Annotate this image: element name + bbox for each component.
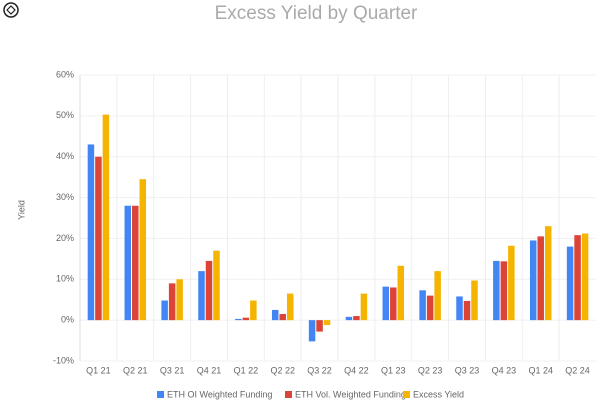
x-tick-label: Q4 22 bbox=[344, 365, 369, 375]
x-tick-label: Q1 23 bbox=[381, 365, 406, 375]
y-tick-label: 10% bbox=[56, 274, 74, 284]
bar bbox=[161, 300, 168, 321]
y-tick-label: 60% bbox=[56, 69, 74, 79]
bar bbox=[139, 179, 147, 321]
bar bbox=[250, 300, 257, 321]
bar bbox=[397, 265, 405, 321]
bar bbox=[390, 287, 397, 321]
bar bbox=[271, 309, 279, 321]
y-tick-label: 0% bbox=[61, 315, 74, 325]
bar bbox=[213, 250, 220, 321]
bar bbox=[382, 286, 390, 321]
bar bbox=[353, 316, 360, 321]
bar bbox=[102, 114, 110, 321]
x-tick-label: Q1 24 bbox=[528, 365, 553, 375]
bar bbox=[471, 280, 478, 321]
x-tick-label: Q4 21 bbox=[197, 365, 222, 375]
bar bbox=[566, 246, 574, 321]
bar bbox=[323, 320, 331, 326]
legend-swatch bbox=[157, 391, 164, 398]
bar bbox=[574, 235, 581, 321]
x-tick-label: Q2 23 bbox=[418, 365, 443, 375]
x-tick-label: Q4 23 bbox=[492, 365, 517, 375]
bar bbox=[308, 320, 316, 342]
bar bbox=[242, 317, 250, 321]
bar bbox=[87, 144, 95, 321]
x-tick-label: Q3 21 bbox=[160, 365, 185, 375]
bar bbox=[426, 295, 434, 321]
x-tick-label: Q1 22 bbox=[234, 365, 259, 375]
bar bbox=[345, 316, 353, 321]
bar bbox=[316, 320, 323, 332]
legend-swatch bbox=[403, 391, 410, 398]
bar bbox=[419, 290, 426, 321]
bar bbox=[279, 314, 286, 321]
bar bbox=[235, 318, 242, 321]
legend-label: ETH Vol. Weighted Funding bbox=[295, 389, 406, 399]
y-tick-label: 40% bbox=[56, 151, 74, 161]
bar bbox=[537, 236, 544, 321]
x-tick-label: Q2 21 bbox=[123, 365, 148, 375]
y-tick-label: 50% bbox=[56, 110, 74, 120]
bar bbox=[463, 300, 471, 321]
chart-title: Excess Yield by Quarter bbox=[215, 3, 418, 24]
x-tick-label: Q2 22 bbox=[270, 365, 295, 375]
bar bbox=[286, 293, 294, 321]
bar bbox=[456, 296, 463, 321]
bar bbox=[132, 205, 139, 321]
bar bbox=[95, 156, 102, 321]
bar bbox=[360, 293, 368, 321]
bar bbox=[529, 240, 537, 321]
y-tick-label: 30% bbox=[56, 192, 74, 202]
legend-label: ETH OI Weighted Funding bbox=[167, 389, 272, 399]
x-tick-label: Q1 21 bbox=[86, 365, 111, 375]
x-tick-label: Q2 24 bbox=[565, 365, 590, 375]
legend-swatch bbox=[285, 391, 292, 398]
bar bbox=[124, 205, 132, 321]
bar bbox=[508, 245, 515, 321]
bar bbox=[493, 260, 500, 321]
x-tick-label: Q3 23 bbox=[455, 365, 480, 375]
bar bbox=[168, 283, 176, 321]
top-icon[interactable] bbox=[3, 2, 19, 18]
y-axis-label: Yield bbox=[16, 200, 26, 220]
bar bbox=[176, 279, 183, 321]
bar bbox=[581, 233, 589, 321]
bar bbox=[434, 271, 441, 321]
bar bbox=[544, 226, 552, 321]
legend-label: Excess Yield bbox=[413, 389, 464, 399]
bar bbox=[198, 271, 205, 321]
y-tick-label: 20% bbox=[56, 233, 74, 243]
x-tick-label: Q3 22 bbox=[307, 365, 332, 375]
bar bbox=[500, 261, 508, 321]
bar bbox=[205, 260, 213, 321]
y-tick-label: -10% bbox=[53, 355, 74, 365]
